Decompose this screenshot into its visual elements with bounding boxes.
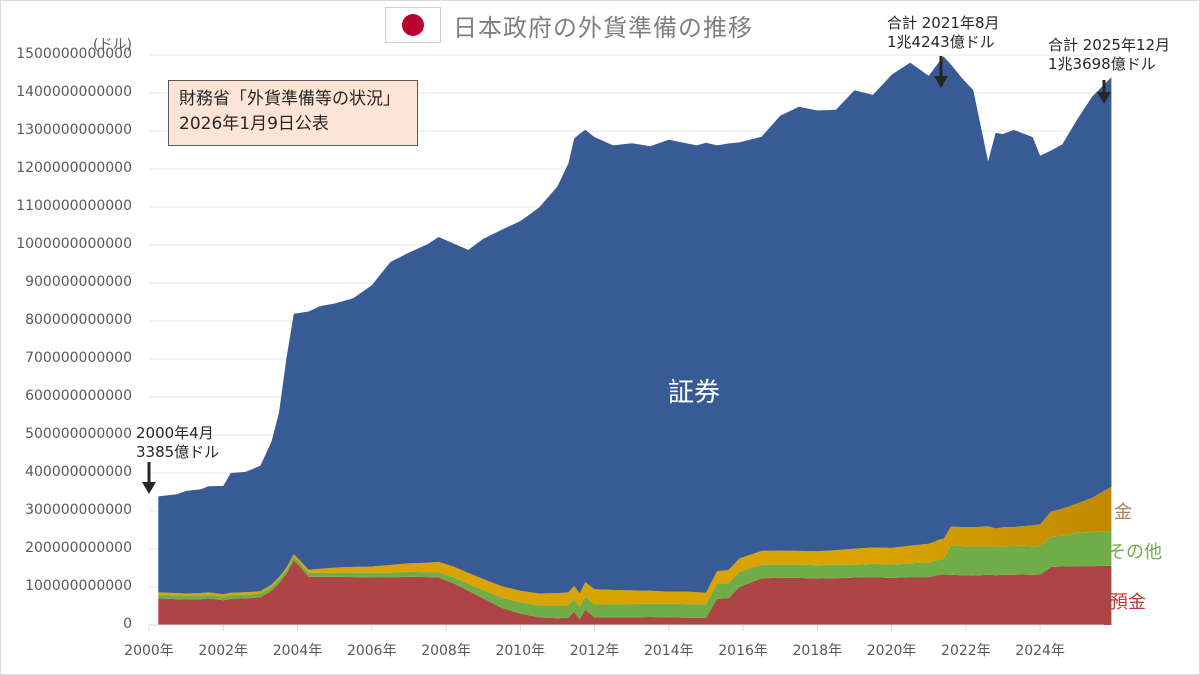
gold-area <box>158 486 1112 607</box>
annotation-peak-value: 1兆4243億ドル <box>887 33 995 51</box>
y-tick-label: 1400000000000 <box>16 84 132 100</box>
stacked-areas <box>158 56 1112 625</box>
annotation-start-date: 2000年4月 <box>136 424 214 442</box>
x-tick-label: 2008年 <box>421 643 471 659</box>
annotation-latest: 合計 2025年12月 1兆3698億ドル <box>1048 36 1170 74</box>
y-tick-label: 1200000000000 <box>16 160 132 176</box>
x-tick-marks <box>148 625 1041 631</box>
other-area <box>158 531 1112 620</box>
y-tick-label: 200000000000 <box>25 540 132 556</box>
annotation-latest-date: 合計 2025年12月 <box>1048 36 1171 54</box>
y-tick-label: 1500000000000 <box>16 46 132 62</box>
x-tick-label: 2000年 <box>124 643 174 659</box>
y-tick-label: 800000000000 <box>25 312 132 328</box>
deposits-area <box>158 560 1112 625</box>
y-tick-label: 700000000000 <box>25 350 132 366</box>
arrow-down-icon <box>1097 80 1111 104</box>
y-tick-label: 900000000000 <box>25 274 132 290</box>
x-tick-label: 2012年 <box>569 643 620 659</box>
y-tick-label: 100000000000 <box>25 578 132 594</box>
annotation-peak: 合計 2021年8月 1兆4243億ドル <box>887 14 1000 52</box>
x-tick-label: 2024年 <box>1015 643 1065 659</box>
annotation-start-value: 3385億ドル <box>136 443 220 461</box>
source-line-1: 財務省「外貨準備等の状況」 <box>179 89 400 109</box>
y-tick-label: 1300000000000 <box>16 122 132 138</box>
annotation-start: 2000年4月 3385億ドル <box>136 424 219 462</box>
arrow-down-icon <box>934 56 948 88</box>
x-tick-label: 2016年 <box>718 643 768 659</box>
x-tick-label: 2014年 <box>643 643 694 659</box>
japan-flag-icon <box>385 7 441 43</box>
securities-area <box>158 56 1112 595</box>
y-tick-label: 400000000000 <box>25 464 132 480</box>
source-line-2: 2026年1月9日公表 <box>179 114 329 134</box>
y-tick-label: 1100000000000 <box>16 198 132 214</box>
series-label-other: その他 <box>1108 542 1162 563</box>
annotation-arrows <box>142 56 1111 494</box>
annotation-peak-date: 合計 2021年8月 <box>887 14 1000 32</box>
x-tick-label: 2002年 <box>198 643 249 659</box>
arrow-down-icon <box>142 462 156 494</box>
y-tick-label: 600000000000 <box>25 388 132 404</box>
y-tick-label: 300000000000 <box>25 502 132 518</box>
x-tick-label: 2018年 <box>792 643 843 659</box>
flag-red-disc <box>402 14 424 36</box>
y-tick-label: 500000000000 <box>25 426 132 442</box>
chart-header: 日本政府の外貨準備の推移 <box>385 6 753 44</box>
x-tick-label: 2006年 <box>346 643 397 659</box>
series-label-gold: 金 <box>1114 502 1132 523</box>
x-tick-label: 2020年 <box>866 643 917 659</box>
series-label-securities: 証券 <box>668 378 721 408</box>
y-tick-label: 1000000000000 <box>16 236 132 252</box>
chart-title: 日本政府の外貨準備の推移 <box>453 13 753 42</box>
x-tick-label: 2004年 <box>272 643 323 659</box>
annotation-latest-value: 1兆3698億ドル <box>1048 55 1156 73</box>
y-axis-unit-label: (ドル) <box>93 37 132 53</box>
source-note-box: 財務省「外貨準備等の状況」 2026年1月9日公表 <box>168 80 418 146</box>
series-label-deposits: 預金 <box>1110 592 1146 613</box>
y-tick-label: 0 <box>123 616 132 632</box>
x-tick-label: 2010年 <box>495 643 546 659</box>
x-tick-label: 2022年 <box>941 643 991 659</box>
